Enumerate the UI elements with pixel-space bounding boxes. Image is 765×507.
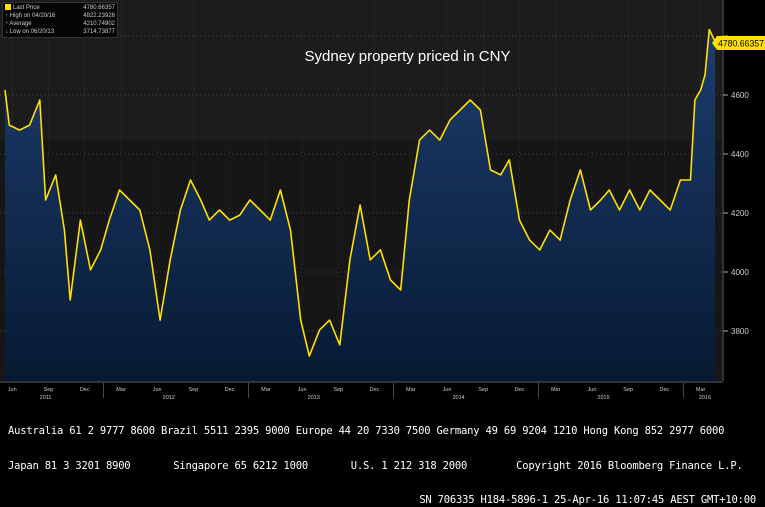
x-year-label: 2013 <box>308 395 320 400</box>
legend-value: 3714.73877 <box>83 28 115 36</box>
x-year-label: 2016 <box>699 395 711 400</box>
y-tick-label: 4000 <box>731 268 749 277</box>
x-tick-label: Mar <box>551 387 561 393</box>
y-tick-label: 4200 <box>731 209 749 218</box>
last-price-tag-text: 4780.66357 <box>718 39 764 49</box>
legend-value: 4822.23926 <box>83 12 115 20</box>
x-tick-label: Mar <box>696 387 706 393</box>
legend-label: Low on 06/20/13 <box>10 29 54 35</box>
bloomberg-footer: Australia 61 2 9777 8600 Brazil 5511 239… <box>8 403 743 495</box>
legend-item-last-price: Last Price 4780.66357 <box>5 4 115 12</box>
legend-label: Last Price <box>13 5 40 11</box>
x-tick-label: Dec <box>660 387 670 393</box>
x-tick-label: Mar <box>116 387 126 393</box>
x-tick-label: Jun <box>153 387 162 393</box>
yellow-swatch-icon <box>5 4 11 10</box>
x-tick-label: Sep <box>478 387 488 393</box>
x-tick-label: Mar <box>406 387 416 393</box>
x-tick-label: Sep <box>333 387 343 393</box>
x-tick-label: Jun <box>8 387 17 393</box>
footer-line-1: Australia 61 2 9777 8600 Brazil 5511 239… <box>8 426 743 438</box>
x-tick-label: Dec <box>515 387 525 393</box>
x-year-label: 2012 <box>163 395 175 400</box>
legend-label: Average <box>9 21 31 27</box>
x-tick-label: Dec <box>370 387 380 393</box>
x-year-label: 2011 <box>40 395 52 400</box>
y-tick-label: 4400 <box>731 150 749 159</box>
chart-title: Sydney property priced in CNY <box>0 48 765 65</box>
x-tick-label: Jun <box>443 387 452 393</box>
x-year-label: 2014 <box>452 395 464 400</box>
x-tick-label: Dec <box>80 387 90 393</box>
x-tick-label: Mar <box>261 387 271 393</box>
x-tick-label: Jun <box>298 387 307 393</box>
footer-line-2: Japan 81 3 3201 8900 Singapore 65 6212 1… <box>8 461 743 473</box>
legend-value: 4780.66357 <box>83 4 115 12</box>
x-year-label: 2015 <box>597 395 609 400</box>
x-tick-label: Sep <box>623 387 633 393</box>
y-tick-label: 4600 <box>731 91 749 100</box>
y-tick-label: 3800 <box>731 327 749 336</box>
legend-label: High on 04/20/16 <box>10 13 56 19</box>
x-tick-label: Dec <box>225 387 235 393</box>
x-tick-label: Sep <box>44 387 54 393</box>
footer-line-3: SN 706335 H184-5896-1 25-Apr-16 11:07:45… <box>8 495 756 507</box>
x-tick-label: Jun <box>588 387 597 393</box>
legend-value: 4210.74902 <box>83 20 115 28</box>
x-tick-label: Sep <box>189 387 199 393</box>
